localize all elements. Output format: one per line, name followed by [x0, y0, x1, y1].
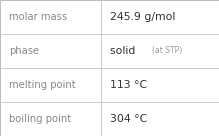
Text: 304 °C: 304 °C: [110, 114, 147, 124]
Text: solid: solid: [110, 46, 142, 56]
Text: 113 °C: 113 °C: [110, 80, 147, 90]
Text: phase: phase: [9, 46, 39, 56]
Text: boiling point: boiling point: [9, 114, 71, 124]
Text: molar mass: molar mass: [9, 12, 67, 22]
Text: (at STP): (at STP): [152, 47, 182, 55]
Text: 245.9 g/mol: 245.9 g/mol: [110, 12, 175, 22]
Text: melting point: melting point: [9, 80, 75, 90]
